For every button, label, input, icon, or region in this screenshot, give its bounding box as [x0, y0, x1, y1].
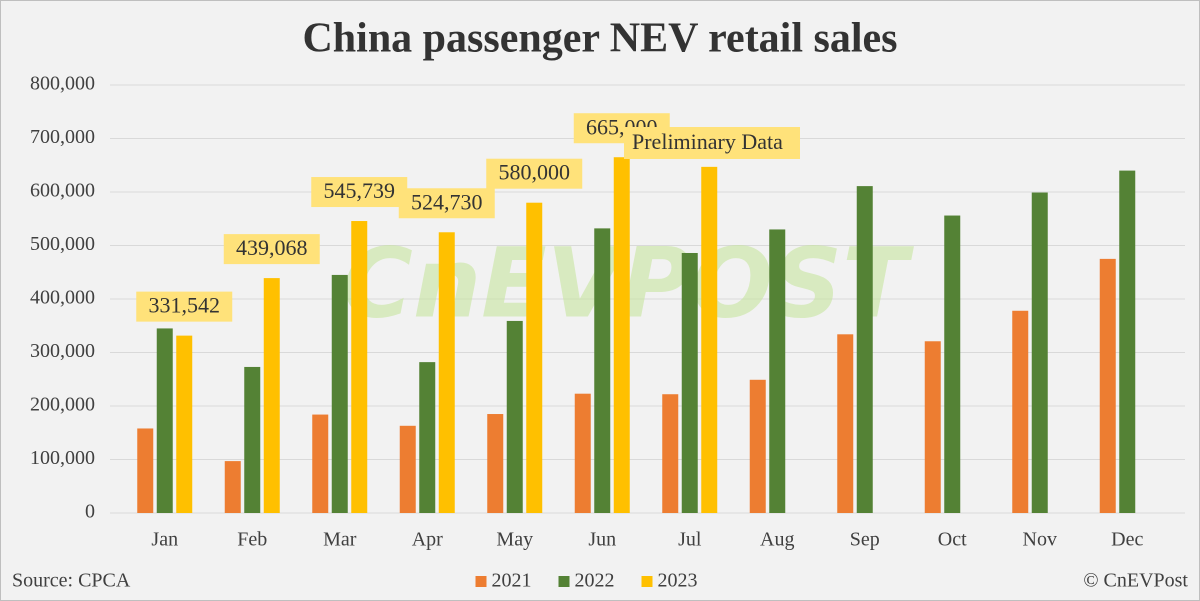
value-label: 545,739 [311, 177, 408, 208]
bar [176, 335, 193, 513]
value-label-text: 545,739 [324, 178, 396, 203]
annotation: Preliminary Data [632, 129, 783, 154]
bar [224, 461, 241, 513]
y-tick-label: 800,000 [30, 73, 95, 95]
bar [924, 341, 941, 513]
bar [351, 221, 368, 513]
y-tick-label: 300,000 [30, 340, 95, 362]
bar [1031, 192, 1048, 513]
value-label-text: 439,068 [236, 235, 308, 260]
x-tick-label: Aug [760, 529, 794, 551]
value-label-box [398, 188, 495, 219]
bar [419, 362, 436, 513]
x-tick-label: Mar [323, 529, 357, 551]
bar [526, 202, 543, 513]
bar [399, 425, 416, 513]
y-tick-label: 400,000 [30, 287, 95, 309]
bar [837, 334, 854, 513]
bar [1099, 258, 1116, 513]
bar [506, 320, 523, 513]
value-label-box [311, 177, 408, 208]
bar [487, 414, 504, 513]
value-label-box [486, 158, 583, 189]
x-tick-label: Jun [588, 529, 616, 551]
y-tick-label: 600,000 [30, 180, 95, 202]
bar [613, 157, 630, 513]
credit: © CnEVPost [1083, 570, 1188, 592]
bar [594, 228, 611, 513]
bar [438, 232, 455, 513]
bar [331, 274, 348, 513]
bar [1119, 170, 1136, 513]
value-label-text: 331,542 [149, 293, 221, 318]
bar [156, 328, 173, 513]
x-tick-label: Dec [1111, 529, 1143, 551]
value-label: 524,730 [398, 188, 495, 219]
source: Source: CPCA [12, 570, 131, 592]
bar [137, 428, 154, 513]
bar [662, 394, 679, 513]
bar [749, 379, 766, 513]
value-label: 439,068 [223, 234, 320, 265]
x-tick-label: Jul [678, 529, 702, 551]
legend-swatch [641, 576, 653, 587]
bar [944, 215, 961, 514]
y-tick-label: 0 [85, 501, 95, 523]
legend-swatch [475, 576, 487, 587]
x-tick-label: Sep [850, 529, 880, 551]
x-tick-label: Apr [412, 529, 443, 551]
x-tick-label: Oct [938, 529, 967, 551]
bar [701, 166, 718, 514]
y-tick-label: 200,000 [30, 394, 95, 416]
annotation-box [624, 127, 800, 159]
chart-title: China passenger NEV retail sales [302, 16, 897, 62]
bar [1012, 310, 1029, 513]
value-label-box [223, 234, 320, 265]
legend-label: 2021 [492, 570, 532, 592]
x-tick-label: Nov [1023, 529, 1057, 551]
bar [769, 229, 786, 513]
value-label: 580,000 [486, 158, 583, 189]
x-tick-label: Feb [237, 529, 267, 551]
value-label-text: 524,730 [411, 189, 483, 214]
bar [681, 252, 698, 514]
legend: 2021 2022 2023 [475, 570, 698, 592]
y-tick-label: 500,000 [30, 233, 95, 255]
value-label: 331,542 [136, 291, 233, 322]
bar [856, 186, 873, 514]
legend-label: 2023 [658, 570, 698, 592]
y-tick-label: 100,000 [30, 447, 95, 469]
value-label-text: 580,000 [499, 160, 571, 185]
y-tick-label: 700,000 [30, 126, 95, 148]
legend-label: 2022 [575, 570, 615, 592]
bar [244, 366, 261, 513]
bar [263, 278, 280, 513]
bar [312, 414, 329, 513]
value-label-box [136, 291, 233, 322]
legend-swatch [558, 576, 570, 587]
x-tick-label: Jan [151, 529, 178, 551]
x-tick-label: May [496, 529, 533, 551]
bar [574, 393, 591, 513]
